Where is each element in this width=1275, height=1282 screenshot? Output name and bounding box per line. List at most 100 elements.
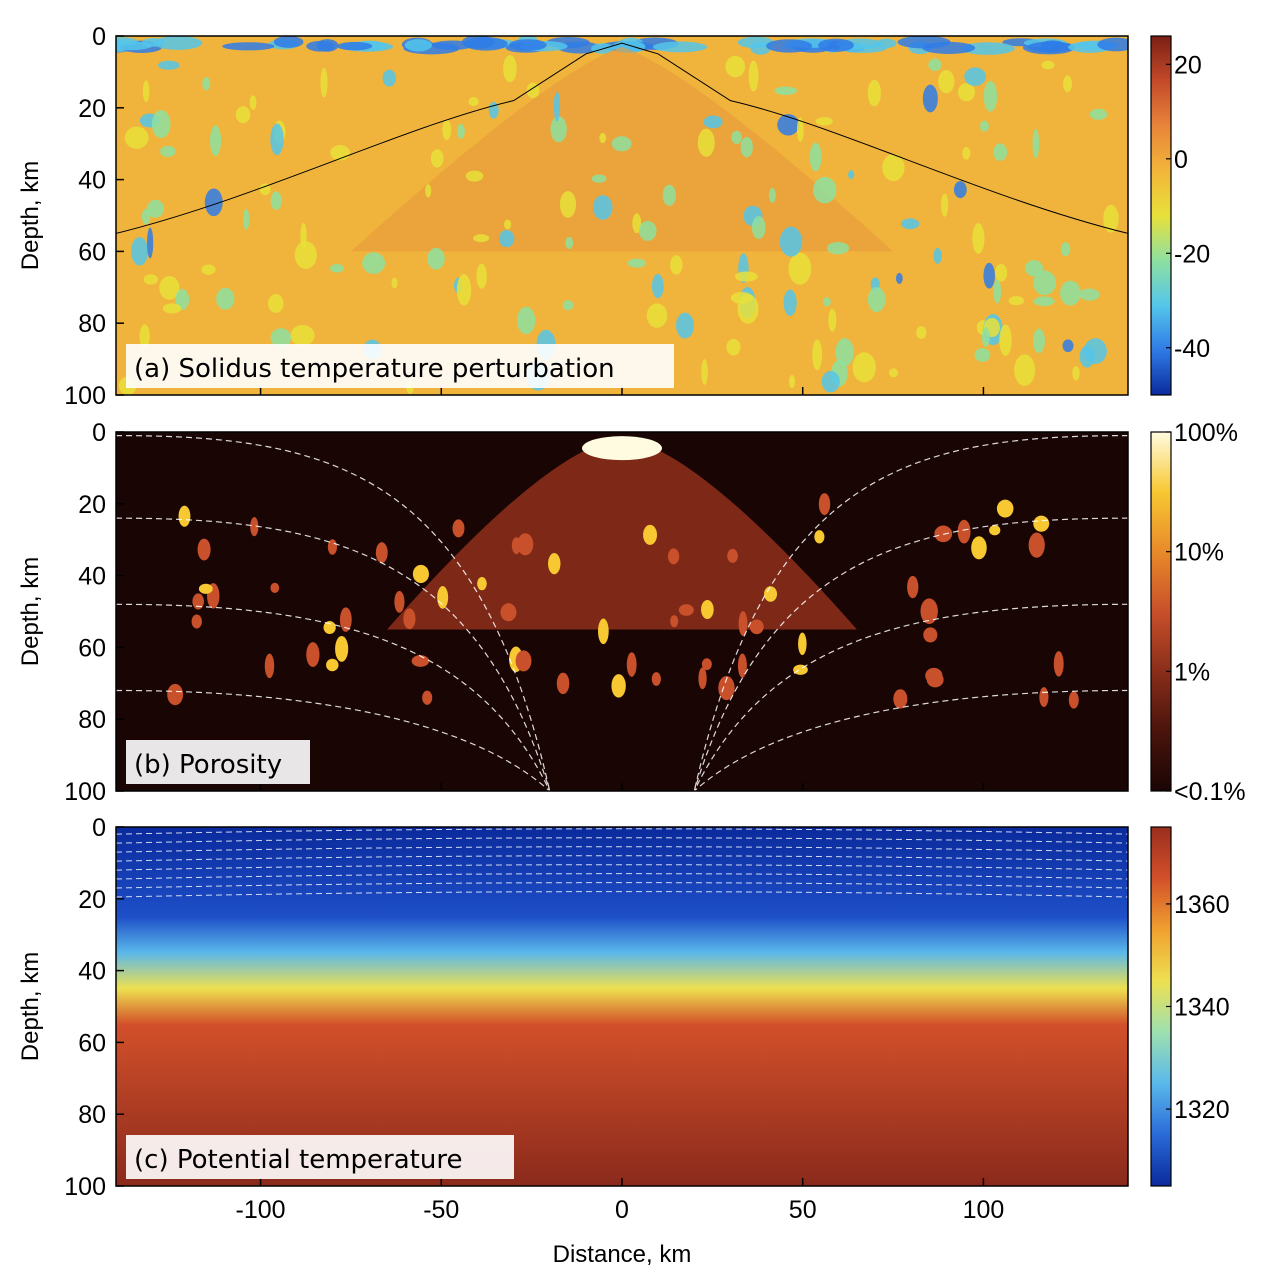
y-axis: 0 20 40 60 80 100 [64,419,124,806]
cell [162,303,182,314]
y-tick-label: 20 [78,886,106,914]
isotherm [116,855,1128,862]
heatmap-porosity [116,432,1128,791]
cell [730,291,753,304]
cell [553,91,561,122]
cell [777,114,800,136]
cell [1060,242,1071,257]
colorbar-potential-temperature: 1360 1340 1320 [1150,826,1230,1187]
cell [222,42,275,51]
isotherm [116,864,1128,871]
cell [783,289,797,316]
melt-cell [764,586,778,602]
cell [139,324,150,349]
melt-cell [698,667,707,690]
colorbar-tick-label: -20 [1174,240,1210,268]
cell [243,208,250,230]
isotherm [116,846,1128,853]
melt-cell [422,690,433,705]
y-axis: 0 20 40 60 80 100 [64,23,124,410]
y-tick-label: 60 [78,1029,106,1057]
melt-cell [971,536,987,560]
x-axis [259,387,985,395]
cell [268,293,284,313]
isotherm [116,882,1128,889]
y-tick-label: 100 [64,778,106,806]
cell [768,187,776,203]
cell [823,297,831,307]
y-axis-label: Depth, km [17,952,44,1061]
melt-cell [191,614,202,629]
cell [900,218,920,230]
melt-cell [598,618,609,645]
colorbar-tick-label: 1% [1174,658,1210,686]
cell [867,79,881,107]
cell [960,42,1015,55]
cell [896,272,903,285]
melt-cell [727,548,738,563]
streamline [116,603,551,791]
cell [774,86,798,96]
cell [473,234,490,243]
melt-cell [339,607,352,632]
melt-cell [626,652,637,677]
streamline [693,434,1128,791]
cell [897,36,951,49]
cell [632,213,642,234]
x-axis: -100 -50 0 50 100 [236,1178,1004,1224]
cell [259,183,271,196]
cell [651,273,664,299]
melt-cell [798,632,807,656]
y-tick-label: 80 [78,310,106,338]
x-tick-label: -50 [423,1196,459,1224]
cell [336,41,373,51]
y-tick-label: 100 [64,1173,106,1201]
cell [404,39,433,52]
cell [142,80,150,103]
colorbar-tick-label: 10% [1174,539,1224,567]
cell [638,220,657,241]
melt-region [387,449,857,630]
melt-cell [192,593,204,610]
melt-cell [749,619,764,635]
y-tick-label: 20 [78,491,106,519]
cell [249,95,257,110]
cell [270,123,284,156]
melt-cell [326,658,339,672]
cell [809,142,822,172]
cell [517,306,536,335]
melt-cell [411,655,430,667]
cell [611,136,632,152]
y-tick-label: 0 [92,814,106,842]
cell [675,312,695,339]
melt-cell [178,505,191,527]
cell [852,352,876,383]
cell [320,67,328,98]
y-tick-label: 20 [78,95,106,123]
y-tick-label: 40 [78,167,106,195]
cell [1097,37,1128,52]
cell [983,262,995,289]
field-background [116,827,1128,1186]
cell [1063,75,1073,93]
cell [662,184,676,206]
cell [972,222,985,254]
cell [362,252,386,274]
melt-cell [517,533,534,556]
cell [731,130,742,145]
cell [779,226,803,257]
melt-cell [198,583,213,594]
melt-cell [1068,691,1079,709]
x-tick-label: -100 [236,1196,286,1224]
cell [442,119,452,141]
cell [993,279,1002,304]
y-tick-label: 80 [78,1101,106,1129]
cell [882,153,905,182]
colorbar-tick-label: 1360 [1174,891,1230,919]
cell [300,222,307,250]
cell [1072,366,1080,381]
cell [828,308,837,332]
melt-cell [264,653,275,679]
cell [788,374,796,389]
melt-cell [477,577,487,591]
